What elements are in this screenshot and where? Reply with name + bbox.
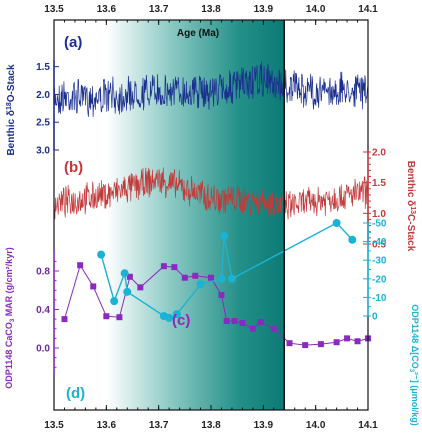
data-point-c [218, 292, 225, 299]
x-axis-ticks: 13.5 13.5 13.6 13.6 13.7 13.7 13.8 13.8 13.9 13.9… [44, 4, 378, 431]
y-tick-label-a: 2.0 [36, 90, 50, 101]
panel-c-ylabel: ODP1148 CaCO3 MAR (g/cm²/kyr) [4, 247, 16, 388]
y-tick-label-c: 0.8 [36, 267, 50, 278]
panel-a-series [54, 61, 368, 117]
data-point-d [172, 310, 181, 319]
data-point-c [171, 264, 178, 271]
data-point-d [120, 269, 129, 278]
panel-label-d: (d) [66, 385, 85, 402]
data-point-c [103, 313, 110, 320]
data-point-d [332, 219, 341, 227]
data-point-d [348, 235, 357, 244]
data-point-c [354, 338, 361, 345]
panel-label-c: (c) [172, 312, 190, 329]
panel-b-ylabel: Benthic δ13C-Stack [405, 161, 416, 252]
data-point-d [165, 313, 174, 322]
data-point-c [239, 319, 246, 326]
x-tick-label-top: 14.0 [306, 4, 326, 15]
data-point-c [90, 283, 97, 290]
panel-a-ylabel: Benthic δ18O-Stack [6, 64, 17, 156]
data-point-c [270, 325, 277, 332]
x-tick-label-top: 13.6 [97, 4, 117, 15]
data-point-c [317, 341, 324, 348]
data-point-d [220, 232, 229, 241]
y-tick-label-a: 3.0 [36, 146, 50, 157]
y-tick-label-d: -10 [372, 293, 387, 304]
x-tick-label-bottom: 14.0 [306, 420, 326, 431]
y-tick-label-d: 0 [372, 312, 378, 323]
x-tick-label-top: 13.9 [254, 4, 274, 15]
data-point-c [61, 316, 68, 323]
y-tick-label-b: 0.5 [372, 240, 386, 251]
data-point-c [116, 314, 123, 321]
x-tick-label-bottom: 13.6 [97, 420, 117, 431]
y-tick-label-c: 0.4 [36, 305, 50, 316]
panel-d-ylabel: ODP1148 Δ[CO3²⁻] (μmol/kg) [408, 304, 420, 426]
x-tick-label-bottom: 13.8 [201, 420, 221, 431]
data-point-d [97, 250, 106, 259]
data-point-c [192, 272, 199, 279]
data-point-c [302, 342, 309, 349]
data-point-c [223, 318, 230, 325]
y-tick-label-d: -50 [372, 219, 387, 230]
data-point-c [344, 335, 351, 342]
data-point-c [333, 339, 340, 346]
x-tick-label-top: 13.8 [201, 4, 221, 15]
series-line-b [54, 167, 368, 220]
data-point-d [196, 280, 205, 289]
y-tick-label-b: 1.5 [372, 178, 386, 189]
x-tick-label-bottom: 13.5 [44, 420, 64, 431]
panel-label-b: (b) [64, 159, 83, 176]
y-tick-label-b: 2.0 [372, 148, 386, 159]
panel-c-y-axis: 0.0 0.4 0.8 [36, 250, 59, 374]
panel-b-y-axis: 0.5 1.0 1.5 2.0 [363, 148, 386, 251]
data-point-d [227, 274, 236, 283]
panel-a-y-axis: 1.5 2.0 2.5 3.0 [36, 60, 59, 157]
data-point-c [249, 325, 256, 332]
data-point-d [217, 274, 226, 283]
data-point-c [77, 262, 84, 269]
data-point-c [137, 284, 144, 291]
data-point-c [231, 318, 238, 325]
data-point-c [257, 319, 264, 326]
y-tick-label-d: -20 [372, 274, 387, 285]
x-axis-title: Age (Ma) [177, 28, 219, 39]
data-point-d [123, 287, 132, 296]
y-tick-label-b: 1.0 [372, 209, 386, 220]
data-point-c [181, 274, 188, 281]
y-tick-label-a: 1.5 [36, 62, 50, 73]
data-point-c [208, 274, 214, 281]
data-point-c [286, 340, 293, 347]
panel-d-y-axis: 0 -10 -20 -30 -40 -50 [363, 219, 387, 323]
y-tick-label-a: 2.5 [36, 118, 50, 129]
panel-label-a: (a) [64, 34, 82, 51]
x-tick-label-top: 14.1 [358, 4, 378, 15]
panel-b-series [54, 167, 368, 220]
x-tick-label-bottom: 13.9 [254, 420, 274, 431]
data-point-d [110, 297, 119, 306]
y-tick-label-d: -30 [372, 256, 387, 267]
x-tick-label-top: 13.5 [44, 4, 64, 15]
y-tick-label-d: -40 [372, 237, 387, 248]
x-tick-label-bottom: 13.7 [149, 420, 169, 431]
y-tick-label-c: 0.0 [36, 344, 50, 355]
x-tick-label-bottom: 14.1 [358, 420, 378, 431]
series-line-a [54, 61, 368, 117]
data-point-c [160, 263, 167, 270]
panel-c-series [61, 262, 371, 349]
x-tick-label-top: 13.7 [149, 4, 169, 15]
panel-d-series [97, 219, 357, 322]
data-point-c [126, 273, 133, 280]
